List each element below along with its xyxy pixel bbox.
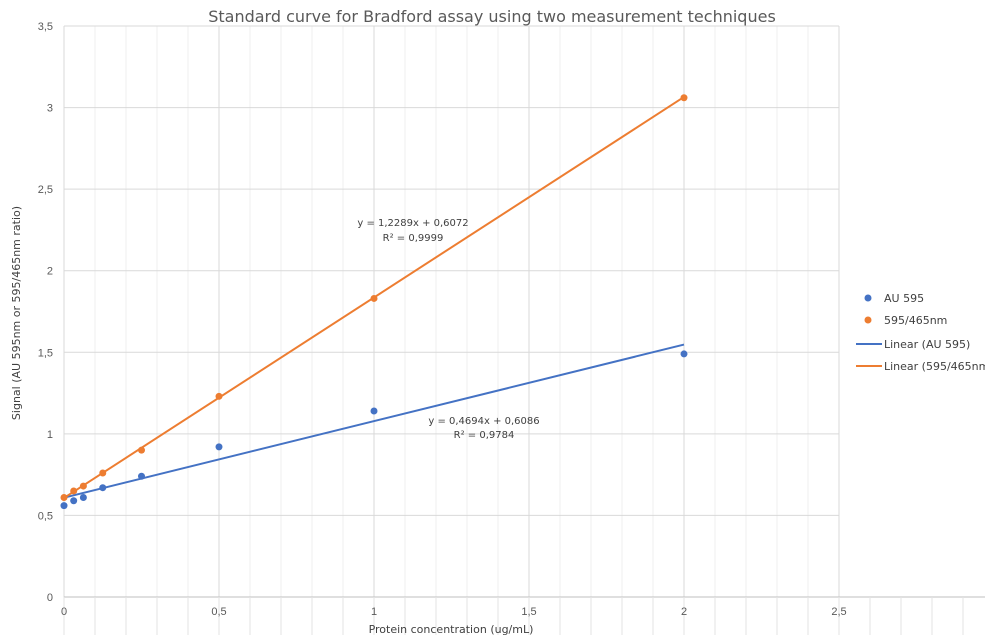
y-tick-label: 0,5 — [38, 510, 53, 522]
y-tick-label: 1 — [47, 429, 53, 441]
data-point-au595 — [680, 350, 688, 358]
data-point-au595 — [79, 493, 87, 501]
data-point-ratio — [79, 482, 87, 490]
x-axis-title: Protein concentration (ug/mL) — [369, 623, 534, 636]
data-point-ratio — [70, 487, 78, 495]
y-tick-label: 2 — [47, 266, 53, 278]
data-point-ratio — [138, 446, 145, 454]
trendline-au595 — [63, 343, 685, 499]
data-point-au595 — [215, 443, 223, 451]
legend-marker — [864, 316, 872, 324]
x-tick-label: 2 — [681, 606, 687, 618]
data-point-ratio — [215, 392, 223, 400]
x-tick-label: 0 — [61, 606, 67, 618]
y-tick-label: 1,5 — [38, 347, 53, 359]
trendline-r-squared: R² = 0,9784 — [454, 430, 515, 441]
trendline-r-squared: R² = 0,9999 — [383, 233, 444, 244]
data-point-ratio — [680, 94, 688, 102]
data-point-au595 — [70, 497, 78, 505]
y-tick-label: 0 — [47, 592, 53, 604]
chart-title: Standard curve for Bradford assay using … — [208, 7, 776, 26]
y-tick-label: 3,5 — [38, 21, 53, 33]
data-point-ratio — [99, 469, 107, 477]
y-tick-label: 2,5 — [38, 184, 53, 196]
legend-marker — [864, 294, 872, 302]
legend: AU 595 595/465nm Linear (AU 595) Linear (59… — [856, 292, 985, 373]
data-point-au595 — [99, 484, 107, 492]
trendline-equation: y = 1,2289x + 0,6072 — [357, 218, 468, 229]
y-axis-title: Signal (AU 595nm or 595/465nm ratio) — [10, 206, 23, 420]
data-point-au595 — [60, 502, 68, 510]
x-tick-label: 0,5 — [211, 606, 226, 618]
data-point-au595 — [370, 407, 378, 415]
x-tick-label: 2,5 — [831, 606, 846, 618]
x-tick-label: 1 — [371, 606, 377, 618]
trendline-equation: y = 0,4694x + 0,6086 — [428, 416, 539, 427]
x-tick-label: 1,5 — [521, 606, 536, 618]
plot-area: 0 0,5 1 1,5 2 2,5 0 0,5 1 1,5 2 2,5 3 3,5 y = 0,4694x … — [38, 21, 985, 635]
y-tick-label: 3 — [47, 103, 53, 115]
data-point-ratio — [370, 294, 378, 302]
legend-label: AU 595 — [884, 292, 924, 305]
legend-label: 595/465nm — [884, 314, 947, 327]
legend-label: Linear (595/465nm) — [884, 360, 985, 373]
legend-label: Linear (AU 595) — [884, 338, 970, 351]
data-point-ratio — [60, 493, 68, 501]
data-point-au595 — [138, 472, 145, 480]
